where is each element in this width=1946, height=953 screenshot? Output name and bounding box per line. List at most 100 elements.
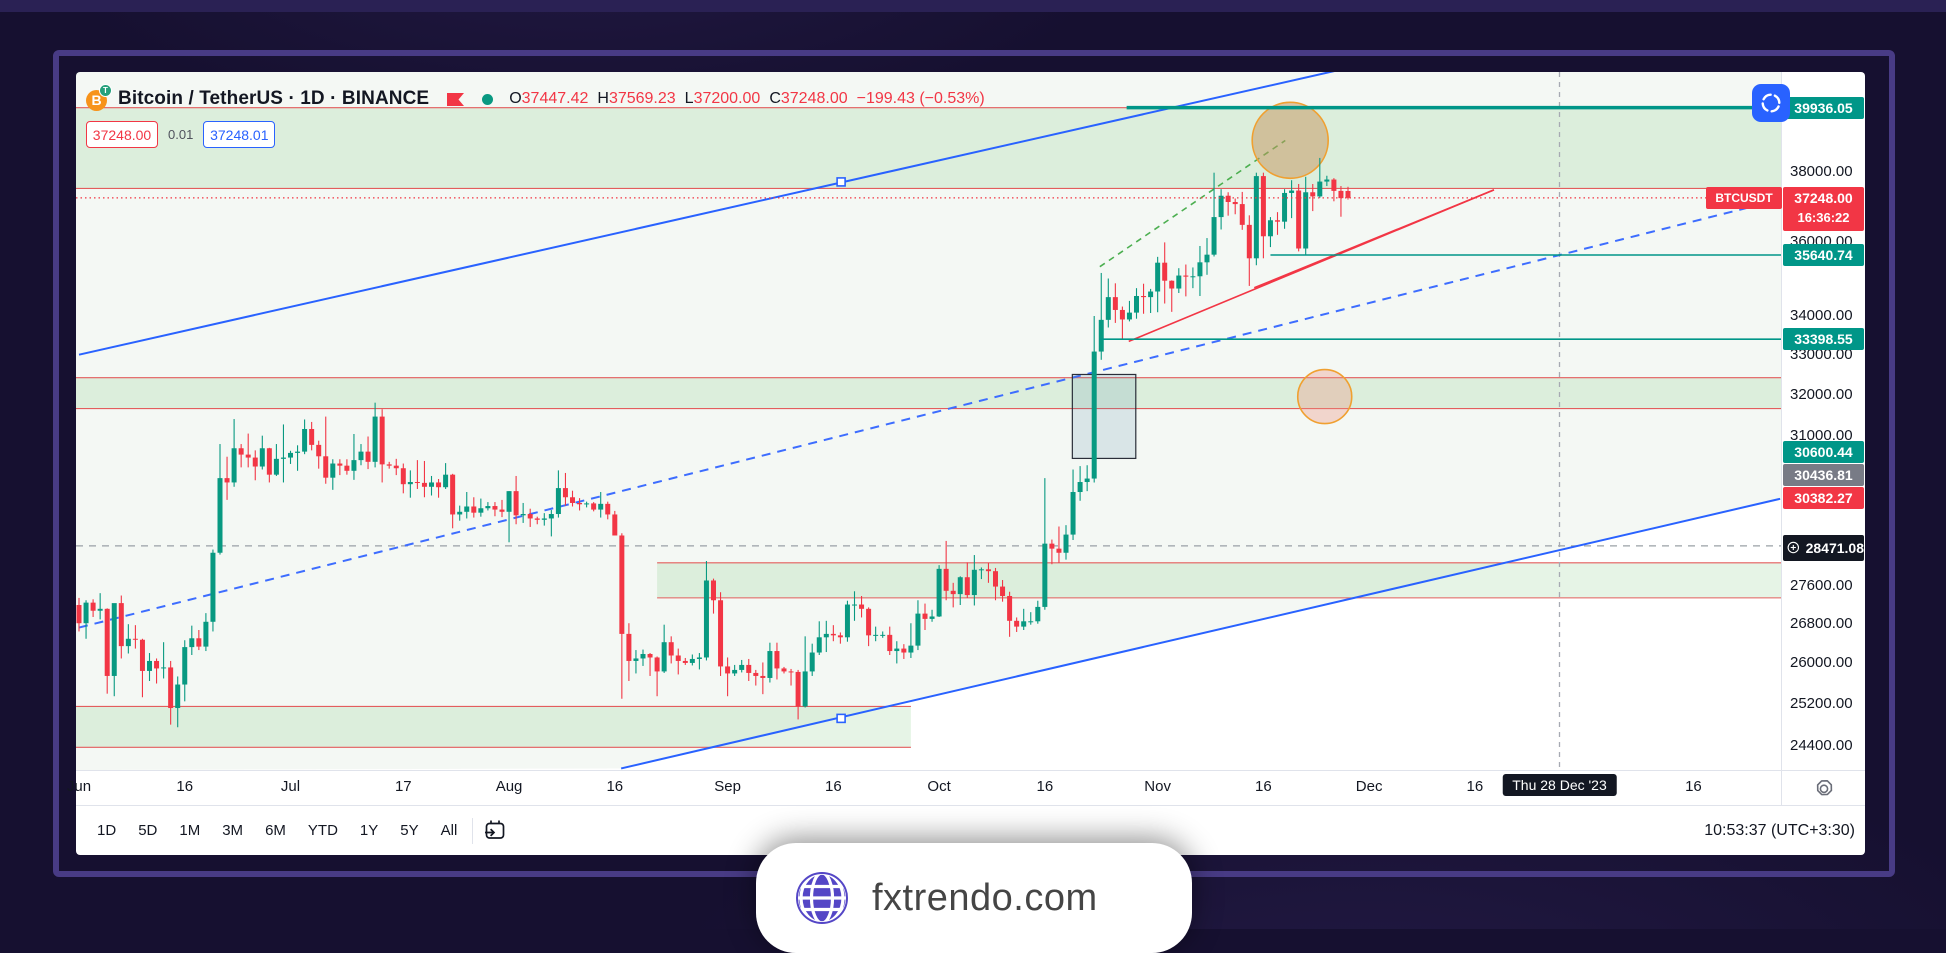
candle-body xyxy=(189,638,195,648)
candle-body xyxy=(795,671,801,707)
settings-gear-icon[interactable] xyxy=(1812,777,1836,801)
candle-body xyxy=(732,669,738,674)
snapshot-button[interactable] xyxy=(1752,84,1790,122)
candle-body xyxy=(196,638,202,647)
brand-pill[interactable]: fxtrendo.com xyxy=(756,843,1192,953)
flag-icon[interactable] xyxy=(447,92,465,106)
candle-body xyxy=(781,668,787,672)
price-tag: 33398.55 xyxy=(1783,328,1864,351)
candle-body xyxy=(830,633,836,636)
channel-upper-line[interactable] xyxy=(78,72,1361,356)
price-zone[interactable] xyxy=(76,706,911,748)
candle-body xyxy=(541,518,547,520)
candle-body xyxy=(1324,179,1330,182)
highlight-circle-2[interactable] xyxy=(1296,368,1353,425)
price-tick: 25200.00 xyxy=(1790,694,1853,712)
candle-body xyxy=(154,660,160,669)
candlestick-plot[interactable] xyxy=(76,72,1865,855)
candle-body xyxy=(915,613,921,646)
candle-body xyxy=(1014,620,1020,627)
price-tick: 26800.00 xyxy=(1790,615,1853,633)
candle-body xyxy=(1000,586,1006,596)
candle-body xyxy=(739,664,745,670)
candle-body xyxy=(788,671,794,673)
price-tick: 27600.00 xyxy=(1790,577,1853,595)
session-clock[interactable]: 10:53:37 (UTC+3:30) xyxy=(1704,821,1855,839)
time-tick: 16 xyxy=(825,778,842,795)
candle-body xyxy=(520,514,526,516)
green-dashed-line[interactable] xyxy=(1099,139,1286,268)
symbol-price-tag: BTCUSDT xyxy=(1706,187,1782,209)
candle-body xyxy=(83,602,89,624)
candle-body xyxy=(450,474,456,515)
price-tick: 24400.00 xyxy=(1790,736,1853,754)
candle-body xyxy=(97,608,103,611)
buy-price-button[interactable]: 37248.01 xyxy=(203,121,276,148)
range-button-5y[interactable]: 5Y xyxy=(400,822,419,839)
candle-body xyxy=(1105,297,1111,320)
candle-body xyxy=(555,488,561,515)
price-tick: 32000.00 xyxy=(1790,385,1853,403)
candle-body xyxy=(372,416,378,462)
candle-body xyxy=(1077,482,1083,493)
drawing-handle[interactable] xyxy=(836,713,846,724)
candle-body xyxy=(527,514,533,519)
price-tick: 38000.00 xyxy=(1790,163,1853,180)
mid-dashed-line[interactable] xyxy=(78,198,1781,629)
plus-circle-icon[interactable] xyxy=(1787,539,1800,556)
highlight-box[interactable] xyxy=(1071,373,1137,460)
candle-body xyxy=(1253,176,1259,259)
price-axis[interactable]: 38000.00 36000.00 34000.00 33000.00 32000.00… xyxy=(1782,72,1865,770)
candle-body xyxy=(1049,543,1055,549)
range-button-3m[interactable]: 3M xyxy=(222,822,244,839)
candle-body xyxy=(168,667,174,709)
candle-body xyxy=(414,482,420,484)
range-button-1y[interactable]: 1Y xyxy=(359,822,379,839)
candle-body xyxy=(492,506,498,510)
candle-body xyxy=(823,633,829,638)
candle-body xyxy=(295,451,301,453)
range-button-ytd[interactable]: YTD xyxy=(307,822,338,839)
candle-body xyxy=(1176,275,1182,289)
candle-body xyxy=(443,474,449,488)
candle-body xyxy=(534,518,540,520)
candle-body xyxy=(210,552,216,622)
time-tick: Sep xyxy=(714,778,741,795)
candle-body xyxy=(393,465,399,469)
candle-body xyxy=(640,654,646,659)
go-to-date-button[interactable] xyxy=(483,819,507,842)
candle-body xyxy=(929,616,935,619)
highlight-circle-1[interactable] xyxy=(1251,101,1329,180)
candle-body xyxy=(703,580,709,658)
price-zone[interactable] xyxy=(76,377,1782,409)
channel-lower-line[interactable] xyxy=(620,497,1781,770)
time-axis[interactable]: Jun 16 Jul 17 Aug 16 Sep 16 Oct 16 Nov 16 Dec 16 16 Thu… xyxy=(67,771,1782,805)
range-button-1d[interactable]: 1D xyxy=(97,822,117,839)
candle-body xyxy=(1275,220,1280,222)
candle-body xyxy=(1148,291,1154,298)
wedge-upper-line[interactable] xyxy=(1253,189,1495,289)
range-button-1m[interactable]: 1M xyxy=(179,822,201,839)
candle-body xyxy=(957,577,963,595)
range-button-6m[interactable]: 6M xyxy=(265,822,286,839)
sell-price-button[interactable]: 37248.00 xyxy=(86,121,158,148)
candle-body xyxy=(464,506,470,512)
candle-body xyxy=(1197,262,1203,277)
candle-body xyxy=(1204,254,1210,263)
candle-body xyxy=(1218,195,1224,218)
market-status-dot[interactable] xyxy=(482,93,494,105)
range-button-5d[interactable]: 5D xyxy=(138,822,158,839)
candle-body xyxy=(1190,276,1196,278)
range-button-all[interactable]: All xyxy=(440,822,458,839)
drawing-handle[interactable] xyxy=(836,177,846,187)
candle-body xyxy=(203,621,209,647)
price-zone[interactable] xyxy=(657,562,1782,598)
symbol-title[interactable]: Bitcoin / TetherUS · 1D · BINANCE xyxy=(118,88,430,109)
time-tick: 16 xyxy=(1685,778,1702,795)
candle-body xyxy=(351,460,357,471)
price-zone[interactable] xyxy=(76,107,1782,189)
change-value: −199.43 (−0.53%) xyxy=(856,90,985,107)
symbol-icon: B T xyxy=(86,84,112,111)
candle-body xyxy=(471,506,477,513)
